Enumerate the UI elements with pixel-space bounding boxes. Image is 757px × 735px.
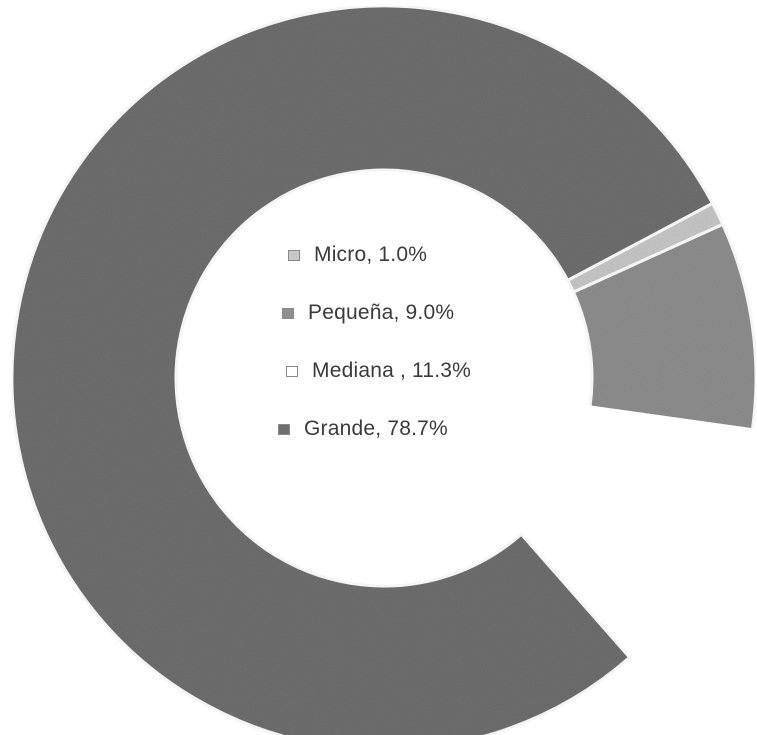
legend-swatch-pequena-icon xyxy=(282,307,294,319)
legend-label-micro: Micro, 1.0% xyxy=(314,243,428,266)
legend-label-mediana: Mediana , 11.3% xyxy=(312,359,472,382)
legend-item-mediana: Mediana , 11.3% xyxy=(278,342,538,400)
slice-grande xyxy=(10,4,715,735)
legend-label-grande: Grande, 78.7% xyxy=(304,417,448,440)
legend-item-pequena: Pequeña, 9.0% xyxy=(278,284,538,342)
legend-label-pequena: Pequeña, 9.0% xyxy=(308,301,455,324)
legend-swatch-mediana-icon xyxy=(286,365,298,377)
legend: Micro, 1.0% Pequeña, 9.0% Mediana , 11.3… xyxy=(278,226,538,458)
legend-item-grande: Grande, 78.7% xyxy=(278,400,538,458)
slices-group xyxy=(10,4,757,735)
legend-swatch-micro-icon xyxy=(288,249,300,261)
legend-swatch-grande-icon xyxy=(278,423,290,435)
legend-item-micro: Micro, 1.0% xyxy=(278,226,538,284)
